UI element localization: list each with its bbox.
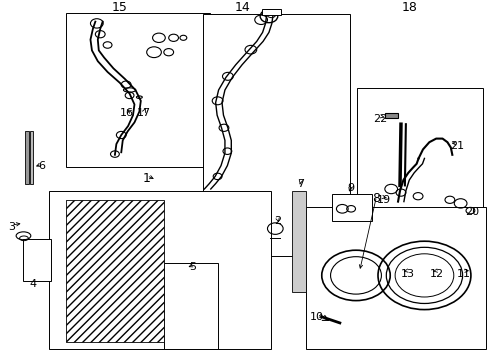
Text: 19: 19 [376, 195, 390, 205]
Text: 4: 4 [30, 279, 37, 289]
Text: 21: 21 [449, 141, 463, 151]
Text: 2: 2 [273, 216, 280, 226]
Text: 16: 16 [120, 108, 134, 118]
Bar [203, 14, 349, 256]
Text: 9: 9 [347, 183, 354, 193]
Bar [385, 113, 397, 118]
Bar [331, 194, 371, 221]
Text: 10: 10 [309, 312, 323, 322]
Bar [261, 9, 281, 15]
Text: 14: 14 [235, 1, 250, 14]
Text: 12: 12 [429, 269, 443, 279]
Bar [23, 239, 51, 281]
Text: 7: 7 [297, 179, 304, 189]
Text: 20: 20 [464, 207, 478, 217]
Bar [305, 207, 485, 349]
Text: 15: 15 [112, 1, 127, 14]
Bar [292, 191, 305, 292]
Text: 8: 8 [372, 192, 380, 205]
Bar [30, 131, 33, 184]
Text: 13: 13 [400, 269, 413, 279]
Text: 22: 22 [372, 114, 387, 124]
Bar [49, 191, 271, 349]
Bar [25, 131, 29, 184]
Bar [66, 13, 210, 167]
Text: 5: 5 [189, 262, 196, 272]
Text: 1: 1 [142, 172, 150, 185]
Bar [163, 263, 217, 349]
Text: 11: 11 [456, 269, 469, 279]
Text: 17: 17 [137, 108, 151, 118]
Text: 18: 18 [401, 1, 416, 14]
Text: 6: 6 [38, 161, 45, 171]
Bar [356, 88, 482, 227]
Text: 3: 3 [8, 222, 15, 232]
Bar [66, 200, 163, 342]
